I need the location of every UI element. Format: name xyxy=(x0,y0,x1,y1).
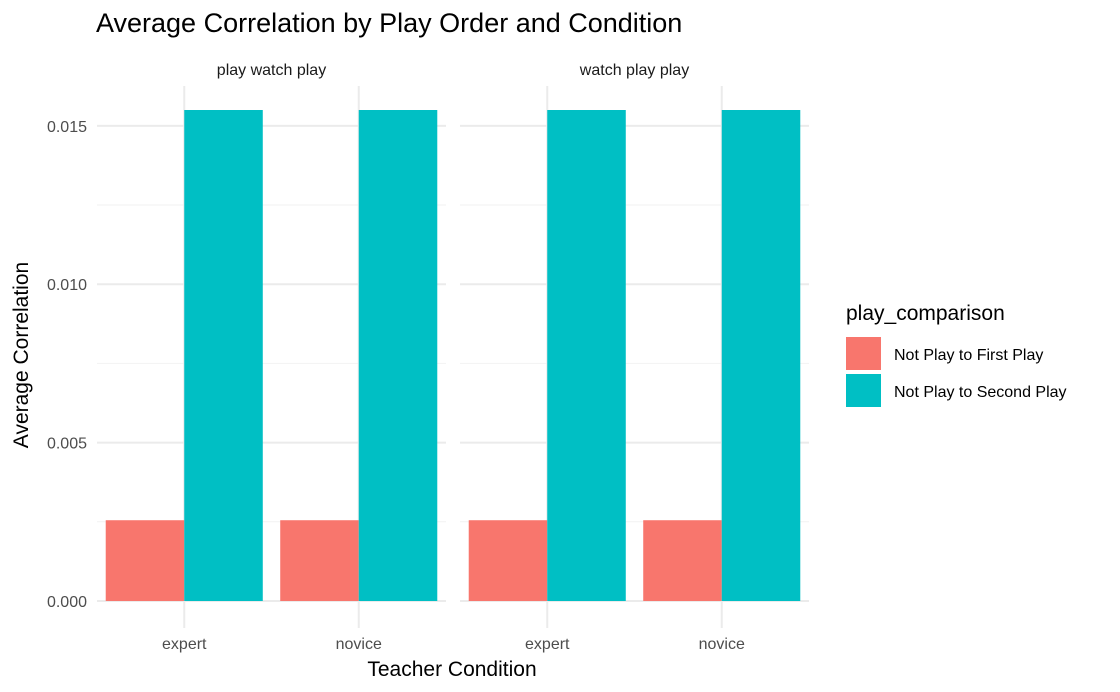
chart-title: Average Correlation by Play Order and Co… xyxy=(96,8,682,38)
x-tick-label: expert xyxy=(525,636,570,653)
legend-key xyxy=(846,374,881,407)
facet-panels: expert novice play watch play expert novice w… xyxy=(97,62,809,653)
bar xyxy=(643,520,722,601)
facet-panel: expert novice play watch play xyxy=(97,62,446,653)
bar xyxy=(547,110,626,601)
bar xyxy=(468,520,548,601)
y-tick-label: 0.015 xyxy=(47,119,87,136)
x-tick-label: expert xyxy=(162,636,207,653)
y-axis-title: Average Correlation xyxy=(10,262,33,448)
x-tick-label: novice xyxy=(336,636,382,653)
legend-title: play_comparison xyxy=(846,302,1005,325)
x-tick-label: novice xyxy=(699,636,745,653)
y-axis: 0.000 0.005 0.010 0.015 xyxy=(47,119,87,611)
bar xyxy=(184,110,263,601)
bar xyxy=(280,520,359,601)
y-tick-label: 0.010 xyxy=(47,277,87,294)
legend: play_comparison Not Play to First Play No… xyxy=(846,302,1067,407)
bar xyxy=(721,110,801,601)
legend-key xyxy=(846,337,881,370)
legend-label: Not Play to First Play xyxy=(894,347,1043,364)
bar xyxy=(358,110,438,601)
y-tick-label: 0.005 xyxy=(47,436,87,453)
x-axis-title: Teacher Condition xyxy=(367,658,536,681)
legend-label: Not Play to Second Play xyxy=(894,384,1067,401)
facet-panel: expert novice watch play play xyxy=(460,62,809,653)
facet-strip-label: watch play play xyxy=(579,62,689,79)
bar xyxy=(105,520,185,601)
y-tick-label: 0.000 xyxy=(47,594,87,611)
facet-strip-label: play watch play xyxy=(217,62,326,79)
